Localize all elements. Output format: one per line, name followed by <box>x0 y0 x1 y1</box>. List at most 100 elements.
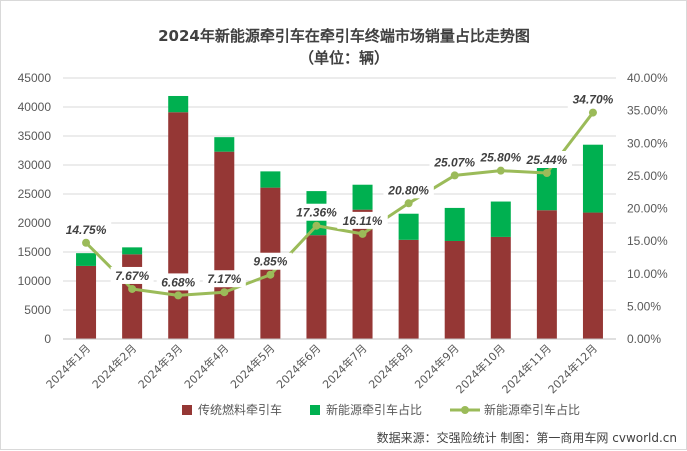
data-label-bg <box>429 153 480 171</box>
share-point <box>128 284 137 293</box>
bar-nev <box>214 137 235 152</box>
bar-nev <box>122 247 143 255</box>
legend-swatch-traditional <box>182 405 192 415</box>
legend-swatch-nev-bar <box>310 405 320 415</box>
x-tick-label: 2024年5月 <box>227 341 277 391</box>
bar-traditional <box>490 236 511 339</box>
x-tick-label: 2024年8月 <box>366 341 416 391</box>
legend-label-traditional: 传统燃料牵引车 <box>198 402 282 417</box>
data-label-bg <box>521 151 573 169</box>
y-right-tick-label: 0.00% <box>627 332 661 346</box>
y-axis-right: 0.00% 5.00% 10.00% 15.00% 20.00% 25.00% 30.00%… <box>627 71 668 346</box>
data-label-bg <box>383 181 434 199</box>
source-note: 数据来源：交强险统计 制图：第一商用车网 cvworld.cn <box>377 430 677 445</box>
y-left-tick-label: 15000 <box>18 245 52 259</box>
line-series <box>82 108 597 300</box>
bar-traditional <box>352 209 373 339</box>
chart-title: 2024年新能源牵引车在牵引车终端市场销量占比走势图 <box>158 27 530 45</box>
data-label: 25.80% <box>479 151 521 165</box>
share-point <box>358 229 367 238</box>
data-label-bg <box>248 252 292 270</box>
y-left-tick-label: 35000 <box>18 129 52 143</box>
chart-subtitle: （单位：辆） <box>299 49 389 67</box>
x-tick-label: 2024年1月 <box>43 341 93 391</box>
data-label: 7.17% <box>207 272 241 286</box>
bar-nev <box>168 95 189 113</box>
data-label: 7.67% <box>115 269 149 283</box>
y-right-tick-label: 10.00% <box>627 267 668 281</box>
data-label-bg <box>156 273 200 291</box>
y-left-tick-label: 40000 <box>18 100 52 114</box>
x-tick-label: 2024年6月 <box>273 341 323 391</box>
bar-nev <box>490 201 511 237</box>
y-axis-left: 0 5000 10000 15000 20000 25000 30000 35000 40000… <box>18 71 52 346</box>
bar-traditional <box>76 265 97 339</box>
x-tick-label: 2024年3月 <box>135 341 185 391</box>
bar-nev <box>352 184 373 210</box>
share-point <box>496 166 505 175</box>
x-tick-label: 2024年12月 <box>545 341 600 396</box>
y-left-tick-label: 30000 <box>18 158 52 172</box>
data-label-bg <box>60 220 112 238</box>
share-point <box>450 171 459 180</box>
y-right-tick-label: 15.00% <box>627 234 668 248</box>
bar-nev <box>398 213 419 240</box>
data-labels: 14.75% 7.67% 6.68% 7.17% 9.85% 17.36% 16.11% 20… <box>60 90 619 291</box>
bar-traditional <box>444 240 465 339</box>
bar-traditional <box>168 112 189 339</box>
y-left-tick-label: 20000 <box>18 216 52 230</box>
bar-nev <box>444 207 465 241</box>
y-right-tick-label: 25.00% <box>627 169 668 183</box>
bar-nev <box>582 144 603 213</box>
bar-traditional <box>306 235 327 339</box>
legend: 传统燃料牵引车 新能源牵引车占比 新能源牵引车占比 <box>182 402 580 417</box>
share-point <box>588 108 597 117</box>
y-left-tick-label: 25000 <box>18 187 52 201</box>
share-point <box>542 169 551 178</box>
data-label: 16.11% <box>343 214 383 228</box>
share-point <box>266 270 275 279</box>
y-right-tick-label: 40.00% <box>627 71 668 85</box>
data-label-bg <box>202 270 246 288</box>
data-label-bg <box>110 266 154 284</box>
bar-traditional <box>398 239 419 339</box>
data-label: 20.80% <box>387 183 429 197</box>
data-label: 25.44% <box>526 153 568 167</box>
x-tick-label: 2024年9月 <box>412 341 462 391</box>
bar-traditional <box>582 212 603 339</box>
legend-label-nev-share: 新能源牵引车占比 <box>484 402 580 417</box>
x-tick-label: 2024年7月 <box>319 341 369 391</box>
share-point <box>174 291 183 300</box>
data-label-bg <box>291 203 342 221</box>
data-label: 34.70% <box>573 93 614 107</box>
data-label: 25.07% <box>433 155 475 169</box>
y-right-tick-label: 30.00% <box>627 136 668 150</box>
data-label-bg <box>567 90 619 108</box>
bar-nev <box>536 166 557 211</box>
y-right-tick-label: 20.00% <box>627 202 668 216</box>
x-tick-label: 2024年2月 <box>89 341 139 391</box>
bar-nev <box>260 171 281 188</box>
data-label: 6.68% <box>161 275 195 289</box>
y-right-tick-label: 5.00% <box>627 299 661 313</box>
share-point <box>404 199 413 208</box>
share-point <box>220 288 229 297</box>
y-left-tick-label: 10000 <box>18 274 52 288</box>
y-left-tick-label: 5000 <box>24 303 51 317</box>
data-label-bg <box>337 211 388 229</box>
data-label: 14.75% <box>66 223 107 237</box>
bar-traditional <box>214 151 235 339</box>
data-label: 17.36% <box>296 206 337 220</box>
data-label: 9.85% <box>253 255 287 269</box>
legend-label-nev-bar: 新能源牵引车占比 <box>326 402 422 417</box>
y-left-tick-label: 45000 <box>18 71 52 85</box>
x-axis: 2024年1月2024年2月2024年3月2024年4月2024年5月2024年… <box>43 338 616 396</box>
bar-nev <box>76 253 97 266</box>
share-point <box>82 238 91 247</box>
x-tick-label: 2024年4月 <box>181 341 231 391</box>
y-left-tick-label: 0 <box>44 332 51 346</box>
y-right-tick-label: 35.00% <box>627 104 668 118</box>
data-label-bg <box>475 148 526 166</box>
